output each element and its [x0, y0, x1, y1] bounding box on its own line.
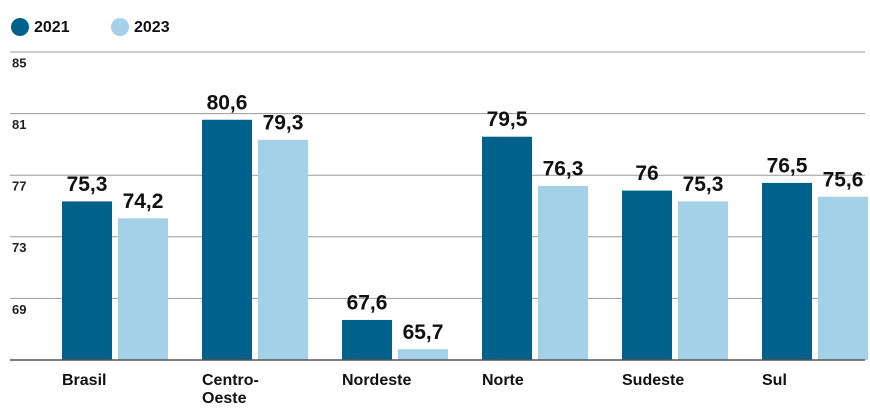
x-tick-label: Sul — [762, 372, 787, 389]
value-label: 80,6 — [207, 91, 248, 114]
y-tick-label: 85 — [12, 55, 26, 70]
y-tick-label: 73 — [12, 240, 26, 255]
y-tick-label: 77 — [12, 179, 26, 194]
x-tick-label: Norte — [482, 372, 524, 389]
bar — [342, 319, 392, 360]
value-label: 74,2 — [123, 190, 164, 213]
value-label: 76 — [635, 162, 658, 185]
bar — [202, 119, 252, 360]
bar — [538, 185, 588, 360]
legend-label: 2023 — [134, 19, 170, 36]
bar — [482, 136, 532, 360]
bar — [398, 349, 448, 360]
value-label: 79,3 — [263, 111, 304, 134]
value-label: 76,3 — [543, 158, 584, 181]
value-label: 75,3 — [67, 173, 108, 196]
value-label: 75,3 — [683, 173, 724, 196]
value-label: 79,5 — [487, 108, 528, 131]
x-tick-label: Brasil — [62, 372, 107, 389]
y-tick-label: 69 — [12, 302, 26, 317]
x-tick-label: Sudeste — [622, 372, 685, 389]
bar — [818, 196, 868, 360]
bar — [762, 182, 812, 360]
y-tick-label: 81 — [12, 117, 26, 132]
x-tick-label: Centro-Oeste — [202, 372, 259, 407]
bar — [622, 190, 672, 360]
x-tick-label: Nordeste — [342, 372, 412, 389]
value-label: 75,6 — [823, 168, 864, 191]
value-label: 76,5 — [767, 154, 808, 177]
legend-swatch — [111, 18, 129, 36]
bar — [62, 201, 112, 360]
bar — [118, 218, 168, 360]
bar — [678, 201, 728, 360]
legend-label: 2021 — [34, 19, 70, 36]
bar — [258, 139, 308, 360]
value-label: 67,6 — [347, 292, 388, 315]
value-label: 65,7 — [403, 321, 444, 344]
legend-swatch — [11, 18, 29, 36]
